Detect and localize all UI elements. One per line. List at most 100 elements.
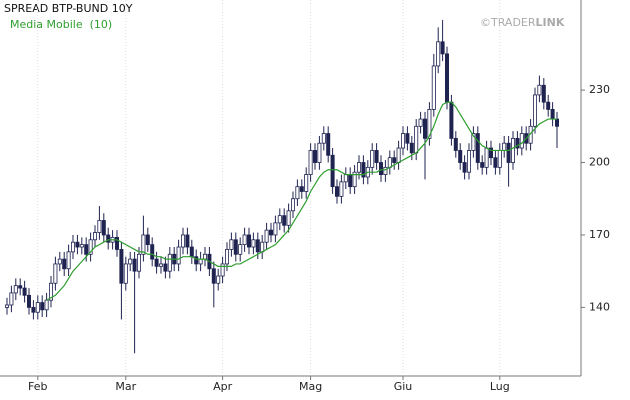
candle-body [185, 234, 190, 248]
candle-body [471, 133, 476, 151]
candle-body [132, 258, 137, 272]
candle-body [238, 244, 243, 255]
candle-body [326, 133, 331, 156]
candle-body [330, 154, 335, 188]
candle-body [9, 292, 14, 306]
candle-body [537, 84, 542, 96]
chart-title: SPREAD BTP-BUND 10Y [4, 2, 133, 15]
candle-body [277, 215, 282, 224]
candle-body [106, 234, 111, 243]
candle-body [392, 157, 397, 163]
candle-body [321, 133, 326, 144]
candle-body [502, 142, 507, 151]
candle-body [312, 150, 317, 163]
candle-body [361, 162, 366, 178]
candle-body [119, 249, 124, 284]
candle-body [229, 239, 234, 250]
candle-body [352, 171, 357, 188]
legend-label: Media Mobile (10) [10, 18, 112, 31]
candle-body [49, 282, 54, 301]
candle-body [93, 232, 98, 241]
x-tick-label: Apr [213, 380, 233, 393]
candle-body [62, 258, 67, 270]
candle-body [466, 150, 471, 173]
candle-body [405, 133, 410, 144]
candle-body [418, 118, 423, 127]
candle-body [66, 251, 71, 270]
candle-body [484, 147, 489, 168]
candle-body [150, 244, 155, 260]
candle-body [299, 186, 304, 192]
candle-body [519, 133, 524, 149]
candle-body [462, 162, 467, 173]
candle-body [444, 53, 449, 103]
candle-body [550, 109, 555, 120]
candle-body [198, 258, 203, 265]
candle-body [128, 258, 133, 265]
candle-body [515, 137, 520, 149]
watermark-a: ©TRADER [480, 16, 536, 29]
candle-body [233, 239, 238, 255]
candle-body [400, 133, 405, 149]
candle-body [308, 150, 313, 175]
candle-body [211, 268, 216, 284]
candle-body [374, 150, 379, 163]
candle-body [488, 147, 493, 159]
moving-average-line [46, 101, 557, 301]
y-tick-label: 230 [589, 83, 610, 96]
candle-body [22, 287, 27, 296]
candle-body [44, 299, 49, 311]
candle-body [409, 142, 414, 154]
candle-body [383, 166, 388, 175]
candle-body [71, 241, 76, 253]
candle-body [282, 215, 287, 226]
candle-body [260, 241, 265, 253]
candle-body [242, 234, 247, 246]
candle-body [387, 157, 392, 168]
y-tick-label: 140 [589, 300, 610, 313]
candle-body [295, 186, 300, 200]
candle-body [356, 162, 361, 173]
candle-body [141, 234, 146, 255]
candle-body [286, 210, 291, 226]
watermark-b: LINK [536, 16, 565, 29]
candle-body [343, 174, 348, 183]
candle-body [453, 137, 458, 151]
candle-body [555, 118, 560, 127]
candle-body [220, 263, 225, 277]
x-tick-label: Mar [115, 380, 136, 393]
candle-body [436, 41, 441, 67]
candle-body [5, 304, 10, 308]
candle-body [251, 239, 256, 248]
candle-body [97, 220, 102, 233]
candle-body [88, 239, 93, 255]
x-tick-label: Feb [28, 380, 47, 393]
candle-body [264, 229, 269, 243]
candle-body [268, 229, 273, 236]
candle-body [115, 236, 120, 250]
candle-body [53, 263, 58, 284]
candle-body [224, 249, 229, 265]
candle-body [317, 142, 322, 163]
candle-body [57, 258, 62, 265]
candle-body [449, 101, 454, 139]
candle-body [304, 174, 309, 192]
candle-body [79, 244, 84, 248]
candle-body [26, 294, 31, 308]
candle-body [13, 285, 18, 294]
candle-body [154, 258, 159, 267]
candle-body [75, 241, 80, 248]
candle-body [458, 150, 463, 163]
candle-body [290, 198, 295, 212]
candle-body [216, 275, 221, 284]
candle-body [431, 65, 436, 110]
candle-body [176, 246, 181, 265]
candle-body [414, 125, 419, 154]
candle-body [475, 133, 480, 163]
candle-body [18, 285, 23, 289]
candle-body [339, 181, 344, 197]
candle-body [101, 220, 106, 236]
candle-body [546, 101, 551, 110]
candle-body [158, 263, 163, 267]
